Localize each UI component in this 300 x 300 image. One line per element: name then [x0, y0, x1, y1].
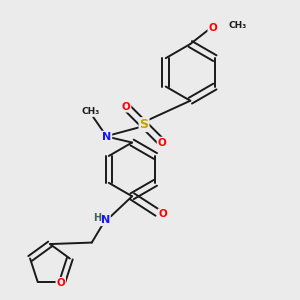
Text: O: O: [56, 278, 65, 288]
Text: O: O: [158, 137, 166, 148]
Text: CH₃: CH₃: [228, 21, 247, 30]
Text: H: H: [93, 213, 101, 223]
Text: O: O: [122, 102, 130, 112]
Text: O: O: [208, 22, 217, 33]
Text: S: S: [140, 118, 148, 131]
Text: N: N: [102, 132, 111, 142]
Text: O: O: [158, 209, 167, 219]
Text: CH₃: CH₃: [81, 107, 99, 116]
Text: N: N: [100, 215, 110, 225]
